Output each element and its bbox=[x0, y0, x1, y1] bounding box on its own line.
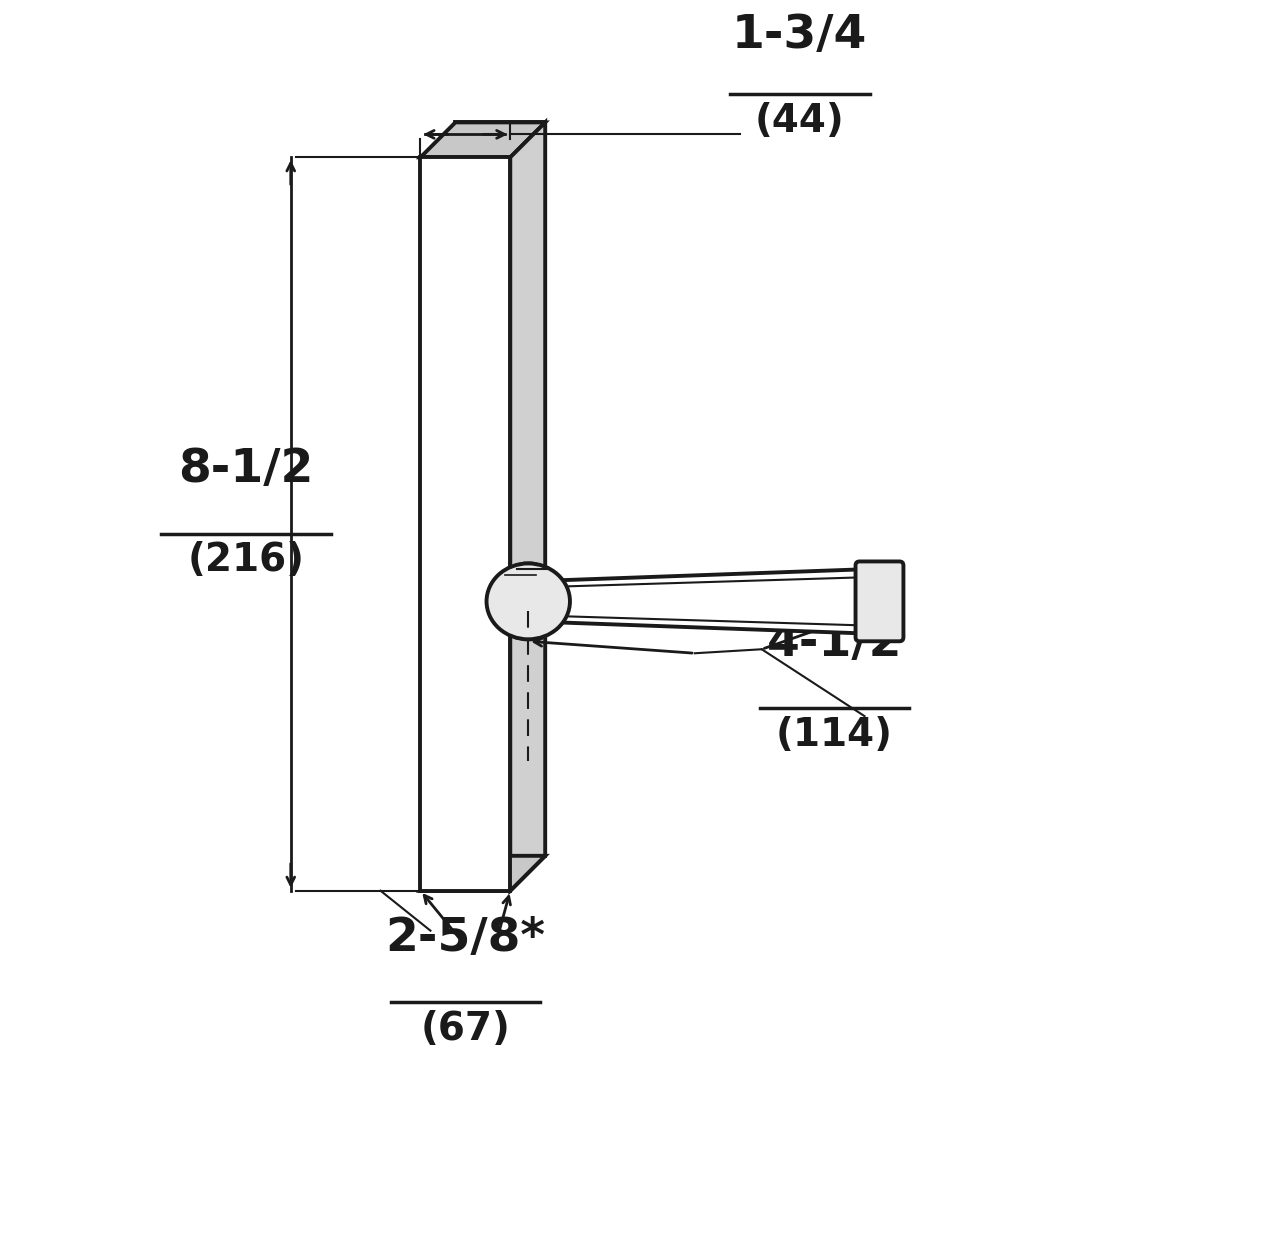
Text: (216): (216) bbox=[187, 542, 305, 580]
Text: (114): (114) bbox=[776, 716, 893, 754]
Polygon shape bbox=[511, 122, 545, 891]
Polygon shape bbox=[420, 122, 545, 157]
Polygon shape bbox=[420, 856, 545, 891]
Text: 8-1/2: 8-1/2 bbox=[178, 447, 314, 491]
Polygon shape bbox=[420, 157, 511, 891]
Text: 2-5/8*: 2-5/8* bbox=[385, 916, 545, 960]
Polygon shape bbox=[529, 568, 900, 636]
Circle shape bbox=[490, 564, 566, 639]
Text: 4-1/2: 4-1/2 bbox=[767, 621, 902, 666]
Polygon shape bbox=[456, 122, 545, 856]
Text: 1-3/4: 1-3/4 bbox=[732, 12, 868, 58]
Ellipse shape bbox=[486, 564, 570, 639]
Text: (44): (44) bbox=[755, 102, 845, 141]
Text: (67): (67) bbox=[420, 1011, 511, 1049]
FancyBboxPatch shape bbox=[855, 561, 904, 642]
